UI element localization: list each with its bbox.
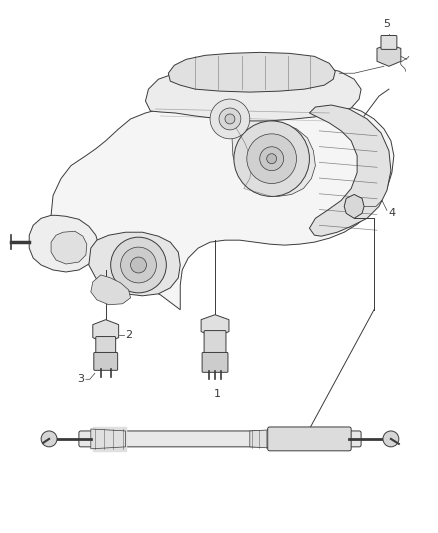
FancyBboxPatch shape	[204, 330, 226, 354]
Polygon shape	[51, 231, 87, 264]
FancyBboxPatch shape	[94, 352, 118, 370]
Circle shape	[111, 237, 166, 293]
Text: 5: 5	[383, 19, 390, 29]
FancyBboxPatch shape	[96, 336, 116, 354]
FancyBboxPatch shape	[79, 431, 361, 447]
FancyBboxPatch shape	[268, 427, 351, 451]
Circle shape	[267, 154, 277, 164]
FancyBboxPatch shape	[381, 36, 397, 50]
Circle shape	[131, 257, 146, 273]
Polygon shape	[250, 430, 268, 448]
Polygon shape	[93, 320, 119, 343]
Circle shape	[260, 147, 283, 171]
Circle shape	[247, 134, 297, 183]
Polygon shape	[91, 275, 131, 305]
Circle shape	[120, 247, 156, 283]
Polygon shape	[168, 52, 335, 92]
Circle shape	[383, 431, 399, 447]
Polygon shape	[309, 105, 391, 236]
Circle shape	[41, 431, 57, 447]
Polygon shape	[232, 109, 315, 197]
Polygon shape	[377, 44, 401, 66]
Polygon shape	[51, 98, 394, 310]
Polygon shape	[201, 314, 229, 337]
Circle shape	[210, 99, 250, 139]
FancyBboxPatch shape	[202, 352, 228, 373]
Circle shape	[225, 114, 235, 124]
Circle shape	[234, 121, 309, 197]
Text: 4: 4	[389, 208, 396, 219]
Polygon shape	[145, 64, 361, 121]
Polygon shape	[89, 232, 180, 296]
Text: 2: 2	[126, 329, 133, 340]
Polygon shape	[29, 215, 99, 272]
Circle shape	[219, 108, 241, 130]
Polygon shape	[91, 429, 126, 449]
Polygon shape	[344, 195, 364, 219]
Text: 3: 3	[77, 374, 84, 384]
Text: 1: 1	[213, 389, 220, 399]
